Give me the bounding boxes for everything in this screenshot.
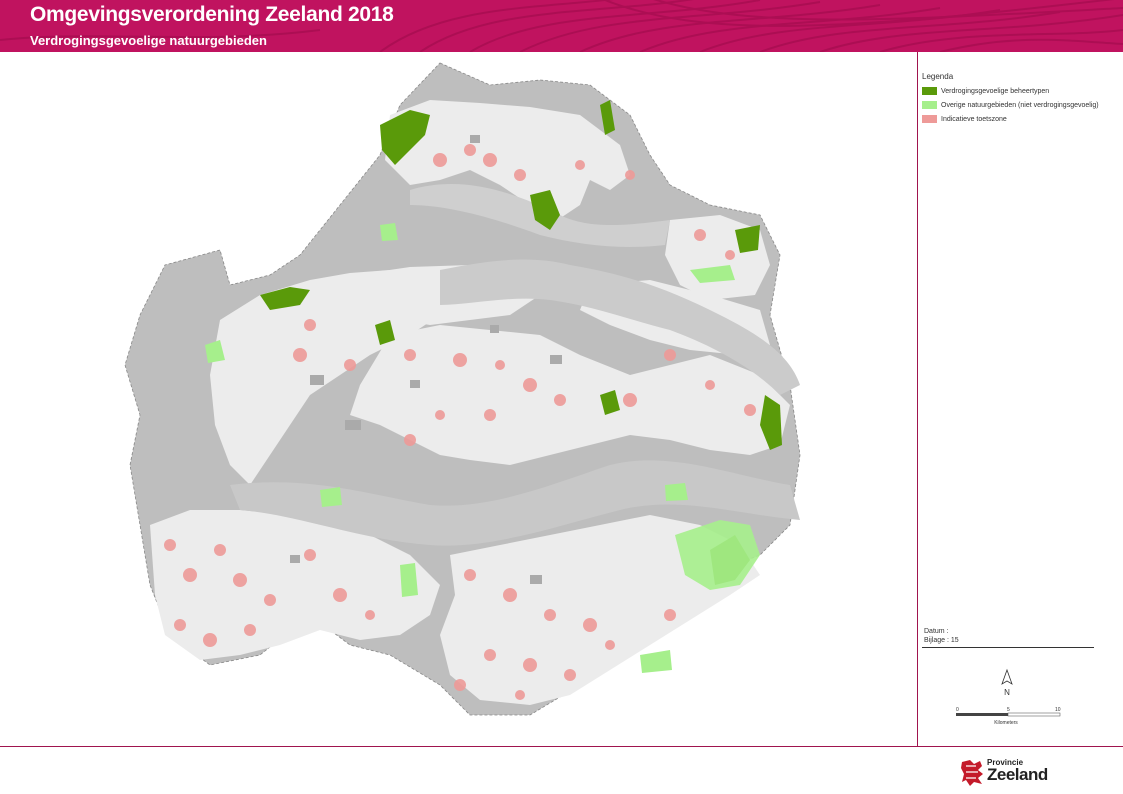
north-arrow-icon: N [1001,668,1013,697]
zeeuws-vlaanderen-east [440,515,760,705]
scale-tick: 0 [956,707,959,713]
info-divider [922,647,1094,648]
logo-zeeland: Zeeland [987,765,1048,784]
westerschelde [230,460,800,546]
panel-divider [917,52,918,746]
scale-unit: Kilometers [994,720,1018,726]
bijlage-label: Bijlage : 15 [924,637,959,644]
legend-swatch-dark-green [922,87,937,95]
legend-item-verdrogingsgevoelig: Verdrogingsgevoelige beheertypen [922,87,1118,95]
header-banner: Omgevingsverordening Zeeland 2018 Verdro… [0,0,1123,52]
legend-label: Indicatieve toetszone [941,115,1007,123]
legend-swatch-pink [922,115,937,123]
legend: Legenda Verdrogingsgevoelige beheertypen… [922,72,1118,129]
zeeland-lion-icon [961,760,983,786]
scale-bar: 0 5 10 Kilometers [956,707,1061,726]
oosterschelde [440,259,800,395]
legend-label: Verdrogingsgevoelige beheertypen [941,87,1050,95]
legend-item-toetszone: Indicatieve toetszone [922,115,1118,123]
legend-label: Overige natuurgebieden (niet verdrogings… [941,101,1099,109]
scale-tick: 5 [1007,707,1010,713]
schouwen-duiveland [385,100,630,225]
map-subtitle: Verdrogingsgevoelige natuurgebieden [30,33,267,48]
logo-provincie: Provincie [987,758,1024,767]
north-label: N [1004,688,1010,697]
banner-wave-pattern [0,0,1123,52]
legend-title: Legenda [922,72,954,81]
map-info: Datum : Bijlage : 15 [924,627,959,645]
map-title: Omgevingsverordening Zeeland 2018 [30,3,394,26]
legend-swatch-light-green [922,101,937,109]
provincie-zeeland-logo: Provincie Zeeland [960,758,1070,788]
walcheren [210,270,460,485]
legend-item-overige: Overige natuurgebieden (niet verdrogings… [922,101,1118,109]
scale-tick: 10 [1055,707,1061,713]
footer-divider [0,746,1123,747]
datum-label: Datum : [924,628,949,635]
zeeland-map [124,62,801,716]
